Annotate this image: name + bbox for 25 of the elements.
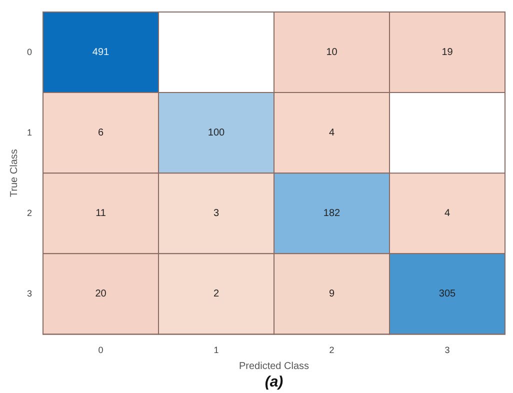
y-tick-label: 2 (26, 208, 32, 218)
data-label: 3 (213, 208, 220, 220)
x-tick-label: 2 (329, 345, 334, 356)
x-tick-label: 3 (444, 345, 450, 356)
data-label: 20 (95, 288, 107, 300)
data-label: 6 (98, 128, 104, 139)
data-label: 491 (92, 47, 110, 58)
data-label: 100 (208, 128, 226, 139)
x-tick-label: 0 (98, 345, 104, 356)
data-label: 9 (328, 288, 335, 300)
data-label: 305 (438, 288, 456, 300)
y-axis-title: True Class (8, 149, 20, 198)
data-label: 11 (96, 208, 106, 220)
data-label: 182 (323, 208, 341, 220)
data-label: 4 (328, 128, 335, 139)
y-tick-label: 0 (26, 46, 32, 57)
data-label: 4 (444, 208, 450, 220)
y-tick-label: 1 (26, 127, 32, 138)
text: (a) (264, 374, 284, 391)
data-label: 19 (442, 47, 454, 58)
x-axis-title: Predicted Class (238, 360, 310, 372)
data-label: 2 (213, 288, 220, 300)
x-tick-label: 1 (214, 345, 219, 356)
data-label: 10 (326, 47, 338, 58)
y-tick-label: 3 (26, 288, 32, 298)
